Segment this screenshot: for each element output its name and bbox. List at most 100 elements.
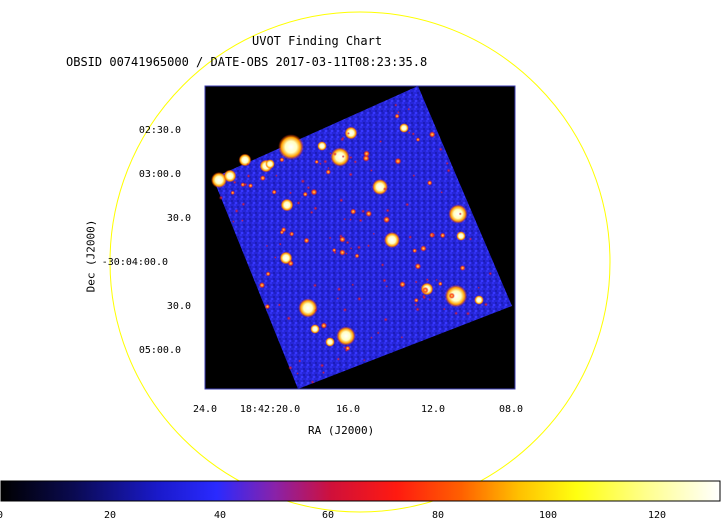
- x-tick-label: 12.0: [420, 404, 446, 415]
- star: [317, 141, 327, 151]
- star: [435, 278, 438, 282]
- star: [248, 183, 254, 189]
- star: [483, 302, 489, 307]
- stars-layer: [211, 103, 493, 384]
- star: [407, 107, 411, 111]
- star: [325, 337, 335, 347]
- star: [230, 190, 235, 195]
- star: [400, 336, 404, 339]
- x-tick-label: 16.0: [335, 404, 361, 415]
- star: [336, 357, 340, 361]
- star: [264, 303, 271, 310]
- star: [320, 363, 325, 368]
- star: [445, 161, 449, 165]
- star: [300, 179, 306, 184]
- star: [286, 316, 291, 321]
- star: [303, 237, 310, 244]
- star: [339, 198, 344, 203]
- star: [288, 365, 293, 371]
- star: [306, 185, 311, 190]
- star: [344, 126, 358, 140]
- star: [458, 212, 462, 216]
- star: [414, 263, 422, 270]
- star: [438, 147, 443, 152]
- colorbar-tick-label: 120: [647, 510, 667, 521]
- star: [354, 253, 360, 259]
- star: [277, 303, 281, 307]
- star: [353, 160, 357, 164]
- field-of-view-circle: [109, 11, 611, 513]
- star: [488, 271, 493, 276]
- star: [412, 174, 416, 178]
- star: [323, 159, 328, 164]
- star: [411, 132, 415, 136]
- star: [313, 283, 317, 288]
- star: [321, 371, 326, 375]
- x-axis-label: RA (J2000): [308, 424, 375, 437]
- y-tick-label: 30.0: [166, 301, 191, 312]
- star: [379, 140, 383, 143]
- star: [412, 248, 418, 254]
- star: [380, 263, 385, 267]
- exposure-field: [213, 86, 512, 389]
- star: [394, 113, 400, 119]
- star: [211, 172, 227, 188]
- star: [223, 169, 237, 183]
- star: [310, 380, 315, 384]
- star: [366, 244, 371, 248]
- star: [241, 202, 246, 207]
- star: [438, 281, 443, 287]
- star: [265, 159, 275, 169]
- colorbar-tick-label: 0: [0, 510, 20, 522]
- star: [280, 198, 294, 212]
- star: [296, 372, 299, 375]
- star: [279, 230, 285, 235]
- star: [232, 220, 235, 223]
- star: [408, 235, 413, 240]
- star: [428, 298, 432, 301]
- x-tick-label: 08.0: [498, 404, 524, 415]
- star: [234, 209, 239, 213]
- star: [238, 153, 252, 167]
- star: [218, 195, 224, 200]
- star: [271, 189, 277, 195]
- star: [339, 249, 346, 256]
- star: [459, 265, 466, 271]
- star: [342, 307, 347, 312]
- y-tick-label: 03:00.0: [138, 169, 181, 180]
- star: [370, 169, 373, 172]
- star: [439, 232, 446, 239]
- x-tick-label: 18:42:20.0: [239, 404, 301, 415]
- star: [278, 134, 304, 160]
- star: [313, 206, 318, 211]
- star: [385, 208, 390, 213]
- star: [243, 182, 248, 187]
- star: [246, 163, 249, 166]
- star: [440, 191, 444, 194]
- star: [376, 331, 380, 335]
- colorbar-tick-label: 20: [103, 510, 117, 521]
- star: [320, 322, 328, 329]
- colorbar-tick-label: 40: [213, 510, 227, 521]
- star: [345, 345, 351, 351]
- star: [425, 278, 429, 282]
- star: [329, 152, 332, 155]
- star: [325, 169, 331, 175]
- star: [337, 287, 342, 292]
- star: [289, 232, 292, 236]
- star: [422, 286, 429, 294]
- star: [356, 245, 362, 250]
- star: [443, 307, 446, 311]
- star: [330, 147, 350, 167]
- star: [333, 152, 337, 157]
- star: [454, 311, 458, 316]
- chart-title: UVOT Finding Chart: [252, 34, 383, 48]
- star: [429, 131, 436, 138]
- star: [405, 202, 410, 207]
- star: [341, 155, 345, 158]
- star: [427, 180, 433, 186]
- star: [397, 110, 400, 114]
- star: [279, 157, 285, 163]
- star: [274, 256, 277, 259]
